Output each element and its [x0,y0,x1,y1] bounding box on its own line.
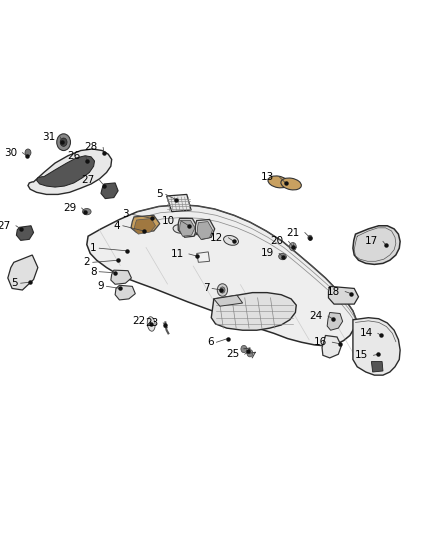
Text: 28: 28 [85,142,98,152]
Polygon shape [178,219,198,237]
Text: 27: 27 [0,221,11,231]
Circle shape [25,149,31,156]
Text: 4: 4 [113,221,120,231]
Polygon shape [36,156,95,187]
Polygon shape [195,220,215,239]
Text: 18: 18 [327,287,340,296]
Text: 22: 22 [132,317,145,326]
Polygon shape [180,221,195,236]
Ellipse shape [223,236,238,245]
Circle shape [247,350,253,357]
Text: 10: 10 [162,215,175,225]
Text: 8: 8 [90,266,97,277]
Text: 7: 7 [203,284,209,294]
Ellipse shape [82,208,91,215]
Circle shape [217,284,228,296]
Text: 17: 17 [364,237,378,246]
Ellipse shape [281,178,301,190]
Circle shape [290,243,296,251]
Polygon shape [327,312,343,330]
Circle shape [220,287,225,293]
Polygon shape [166,195,191,212]
Text: 21: 21 [286,228,300,238]
Text: 15: 15 [355,350,368,360]
Polygon shape [214,295,243,306]
Polygon shape [328,286,358,304]
Text: 13: 13 [261,172,274,182]
Ellipse shape [173,225,186,233]
Text: 3: 3 [122,209,129,219]
Polygon shape [371,361,383,372]
Polygon shape [16,226,34,240]
Text: 30: 30 [4,148,17,158]
Text: 12: 12 [210,233,223,243]
Polygon shape [28,149,112,195]
Polygon shape [101,183,118,199]
Text: 27: 27 [81,175,95,185]
Ellipse shape [279,253,286,260]
Text: 5: 5 [156,189,163,199]
Text: 31: 31 [42,132,55,142]
Polygon shape [111,270,131,284]
Text: 20: 20 [270,237,283,246]
Text: 16: 16 [314,337,327,347]
Ellipse shape [186,227,199,235]
Text: 23: 23 [145,318,158,328]
Text: 5: 5 [11,278,18,288]
Ellipse shape [147,317,155,331]
Text: 14: 14 [360,328,373,338]
Ellipse shape [184,225,197,234]
Polygon shape [115,285,135,300]
Polygon shape [134,219,155,234]
Text: 29: 29 [63,203,77,213]
Circle shape [57,134,71,150]
Circle shape [60,138,67,147]
Ellipse shape [268,176,289,188]
Text: 11: 11 [170,249,184,259]
Ellipse shape [197,228,210,236]
Text: 26: 26 [67,151,81,161]
Polygon shape [197,222,212,239]
Polygon shape [322,335,341,358]
Circle shape [308,235,312,240]
Circle shape [241,345,247,353]
Polygon shape [353,226,400,264]
Polygon shape [353,318,400,375]
Text: 25: 25 [226,349,240,359]
Text: 24: 24 [310,311,323,321]
Polygon shape [211,293,296,330]
Text: 2: 2 [84,257,90,268]
Text: 19: 19 [261,248,274,259]
Polygon shape [197,252,209,262]
Polygon shape [131,215,160,232]
Text: 6: 6 [207,337,214,347]
Polygon shape [8,255,38,290]
Polygon shape [87,205,357,346]
Text: 1: 1 [90,243,97,253]
Text: 9: 9 [97,281,104,292]
